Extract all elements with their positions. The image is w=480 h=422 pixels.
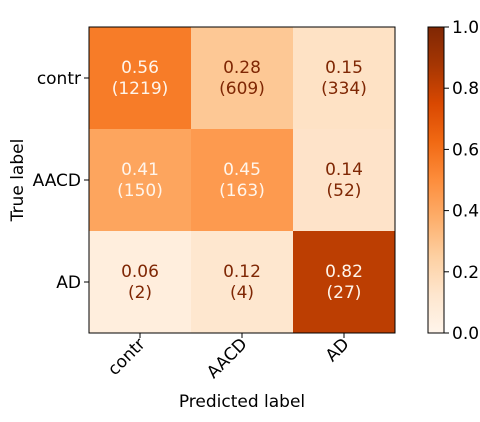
cell-value-label: 0.45 [223, 160, 261, 180]
x-axis-label: Predicted label [179, 392, 305, 412]
heatmap-cell [191, 129, 293, 231]
cell-count-label: (609) [219, 79, 265, 99]
y-tick-label: AD [56, 273, 81, 293]
cell-count-label: (1219) [112, 79, 169, 99]
cell-count-label: (334) [321, 79, 367, 99]
colorbar-tick-label: 0.0 [452, 324, 479, 344]
heatmap-cell [293, 129, 395, 231]
colorbar [427, 26, 445, 334]
heatmap-cells [89, 27, 395, 333]
cell-value-label: 0.14 [325, 160, 363, 180]
heatmap-cell [191, 27, 293, 129]
cell-value-label: 0.06 [121, 262, 159, 282]
cell-count-label: (163) [219, 181, 265, 201]
y-axis: contr AACD AD [33, 69, 89, 293]
colorbar-tick-label: 1.0 [452, 18, 479, 38]
cell-count-label: (52) [327, 181, 362, 201]
colorbar-tick-label: 0.4 [452, 202, 479, 222]
cell-value-label: 0.12 [223, 262, 261, 282]
heatmap-cell [89, 27, 191, 129]
heatmap-cell [89, 129, 191, 231]
x-tick-label: AACD [203, 334, 251, 382]
y-tick-label: contr [37, 69, 81, 89]
heatmap-cell [191, 231, 293, 333]
colorbar-axis: 0.0 0.2 0.4 0.6 0.8 1.0 [444, 18, 479, 344]
y-axis-label: True label [8, 139, 28, 223]
cell-count-label: (150) [117, 181, 163, 201]
heatmap-cell [293, 231, 395, 333]
cell-count-label: (4) [230, 283, 254, 303]
colorbar-tick-label: 0.2 [452, 263, 479, 283]
x-tick-label: AD [322, 334, 354, 366]
colorbar-tick-label: 0.8 [452, 79, 479, 99]
heatmap-cell [293, 27, 395, 129]
cell-value-label: 0.15 [325, 58, 363, 78]
cell-value-label: 0.28 [223, 58, 261, 78]
cell-value-label: 0.82 [325, 262, 363, 282]
cell-count-label: (27) [327, 283, 362, 303]
x-axis: contr AACD AD [104, 333, 354, 383]
colorbar-tick-label: 0.6 [452, 140, 479, 160]
heatmap-cell [89, 231, 191, 333]
cell-count-label: (2) [128, 283, 152, 303]
cell-value-label: 0.41 [121, 160, 159, 180]
y-tick-label: AACD [33, 171, 81, 191]
cell-value-label: 0.56 [121, 58, 159, 78]
x-tick-label: contr [104, 334, 149, 379]
heatmap-cell-labels: 0.56(1219) 0.28(609) 0.15(334) 0.41(150) 0.4… [112, 58, 367, 303]
